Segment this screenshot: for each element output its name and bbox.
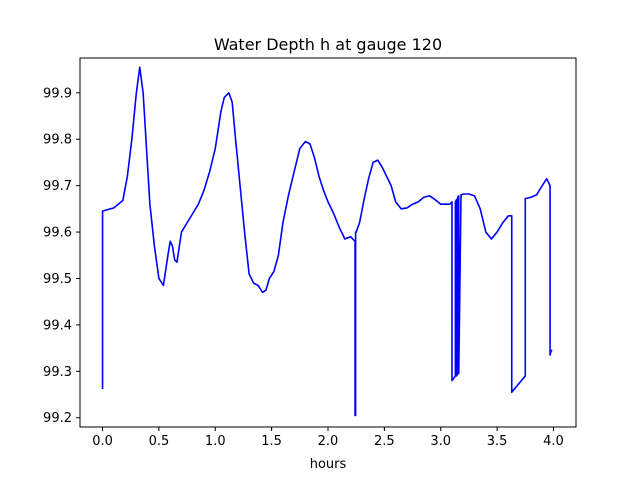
x-tick-label: 0.0 [92,434,113,449]
x-tick-label: 3.5 [487,434,508,449]
y-tick-label: 99.2 [43,411,72,426]
y-tick-label: 99.6 [43,226,72,241]
y-tick-label: 99.8 [43,133,72,148]
series-line-0 [101,66,553,417]
chart-title: Water Depth h at gauge 120 [214,35,442,54]
x-tick-label: 1.5 [261,434,282,449]
x-tick-label: 2.0 [318,434,339,449]
x-axis-ticks: 0.0 0.5 1.0 1.5 2.0 2.5 3.0 3.5 4.0 [92,427,564,449]
y-tick-label: 99.5 [43,272,72,287]
x-tick-label: 2.5 [374,434,395,449]
x-axis-label: hours [310,457,347,472]
y-tick-label: 99.9 [43,86,72,101]
y-tick-label: 99.4 [43,318,72,333]
y-tick-label: 99.3 [43,365,72,380]
x-tick-label: 1.0 [205,434,226,449]
y-axis-ticks: 99.2 99.3 99.4 99.5 99.6 99.7 99.8 99.9 [43,86,80,426]
x-tick-label: 3.0 [430,434,451,449]
y-tick-label: 99.7 [43,179,72,194]
x-tick-label: 4.0 [543,434,564,449]
plot-area [79,57,577,428]
x-tick-label: 0.5 [149,434,170,449]
